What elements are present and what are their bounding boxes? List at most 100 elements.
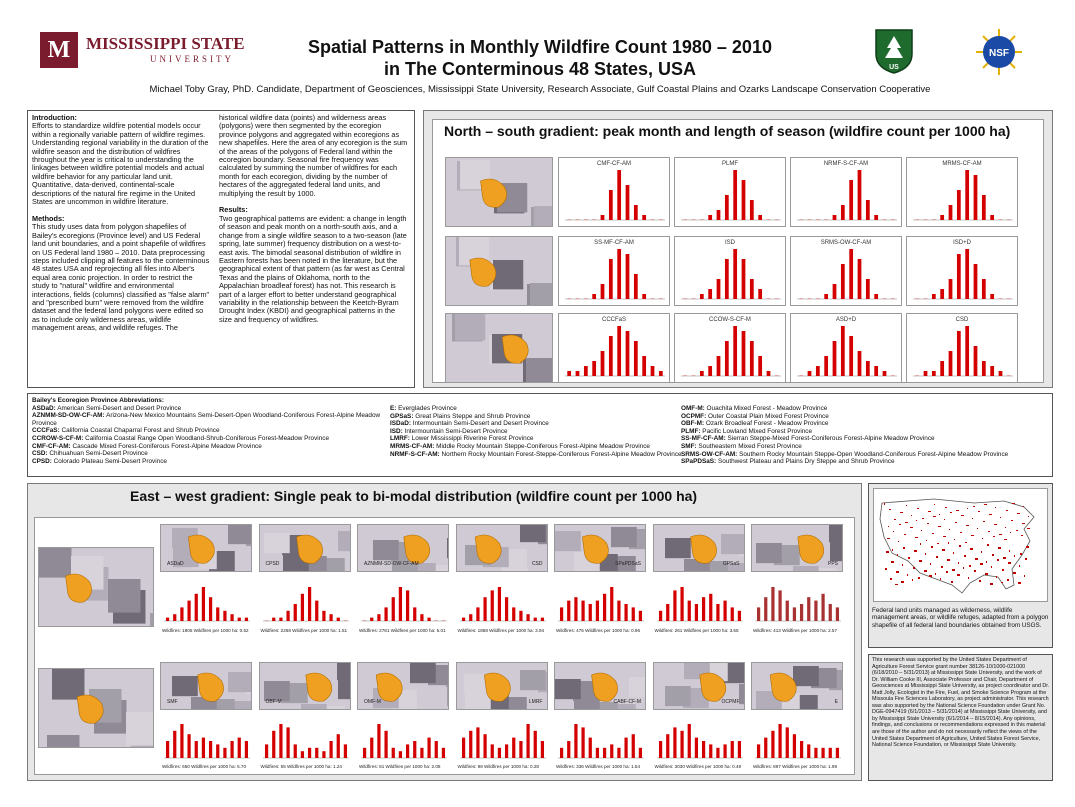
map-region [47,735,80,747]
nsf-text: NSF [989,48,1009,59]
bar-oct [821,593,825,621]
ew-map-omf-m: OMF-M [357,662,449,710]
federal-land-unit [952,569,955,571]
abbreviations-col1: Bailey's Ecoregion Province Abbreviation… [32,397,382,465]
bar-mar [180,607,184,621]
federal-land-unit [911,515,912,516]
bar-oct [874,366,879,376]
bar-sep [814,747,818,758]
federal-land-unit [933,516,936,517]
federal-land-unit [1000,517,1001,518]
bar-jan [559,607,564,621]
federal-land-unit [964,555,966,557]
federal-land-unit [900,512,903,513]
bar-aug [413,741,417,758]
bar-dec [658,371,663,376]
bar-aug [807,597,811,621]
federal-land-unit [940,578,941,580]
bar-may [948,205,953,220]
federal-land-unit [897,554,898,556]
bar-apr [581,600,585,621]
bar-mar [574,724,578,758]
bar-aug [314,747,318,758]
ew-chart-bars [558,587,644,622]
bar-aug [413,607,417,621]
bar-may [716,210,721,220]
ew-map-asdad: ASDaD [160,524,252,572]
ew-map-label: OBF-M [265,699,282,705]
bar-sep [420,614,424,621]
abbreviation-name: Sierran Steppe-Mixed Forest-Coniferous F… [725,435,935,443]
map-region [793,566,819,571]
bar-oct [990,294,995,299]
ew-map-svg [358,663,448,709]
bar-feb [173,614,177,621]
bar-sep [981,279,986,299]
map-region [519,670,546,691]
map-region [574,700,600,709]
bar-nov [650,366,655,376]
bar-mar [475,607,480,621]
ew-map-label: CABF-CF-M [613,699,642,705]
map-region [501,568,528,571]
ew-chart-cabf-cf-m [554,720,646,762]
map-region [108,579,141,613]
federal-land-unit [887,538,890,539]
ew-chart-bars [361,587,447,622]
federal-land-unit [905,522,908,523]
methods-body: This study uses data from polygon shapef… [32,222,210,333]
bar-jul [733,170,738,220]
bar-may [391,597,395,621]
bar-sep [633,274,638,299]
abbreviation-name: California Coastal Range Open Woodland-S… [83,434,330,442]
ew-map-svg [752,663,842,709]
federal-land-unit [939,514,940,515]
federal-land-unit [961,515,964,516]
bar-aug [625,331,630,376]
federal-land-unit [1007,579,1009,581]
ew-map-svg [161,663,251,709]
federal-land-unit [912,579,913,581]
bar-jul [849,249,854,299]
ew-chart-stat: Wildfires: 897 Wildfires per 1000 ha: 1.… [753,764,838,769]
methods-results-column: historical wildfire data (points) and wi… [219,113,409,324]
results-body: Two geographical patterns are evident: a… [219,213,407,324]
bar-may [948,279,953,299]
federal-land-unit [987,544,989,546]
overview-map-svg [39,669,153,747]
federal-land-unit [915,537,918,538]
federal-land-unit [971,535,974,536]
abbreviation-code: SMF: [681,442,697,450]
federal-land-unit [937,543,939,544]
bar-aug [741,259,746,299]
ew-chart-csd [455,583,548,625]
bar-feb [665,734,669,758]
ecoregion-highlight [582,534,609,564]
bar-feb [665,604,669,621]
federal-land-unit [903,547,905,549]
ns-chart-cmf-cf-am: CMF-CF-AM [558,157,670,227]
federal-land-unit [980,563,983,565]
federal-land-unit [953,552,954,554]
federal-land-unit [894,519,896,520]
ew-chart-bars [656,724,743,759]
federal-land-unit [982,538,983,539]
bar-may [785,727,789,758]
msu-logo-mark: M [40,32,78,68]
chart-label: ISD+D [953,240,971,246]
ns-chart-isd+d: ISD+D [906,236,1018,306]
map-region [555,531,581,552]
chart-label: CMF-CF-AM [597,161,631,167]
abbreviation-entry: SMF: Southeastern Mixed Forest Province [681,443,1046,451]
abbreviation-code: CMF-CF-AM: [32,442,71,450]
federal-land-unit [1008,562,1011,564]
ew-chart-lmrf [455,720,548,762]
bar-aug [314,600,318,621]
bar-sep [223,747,227,758]
bar-jul [602,747,607,758]
ns-chart-bars [913,249,1013,300]
federal-land-unit [929,575,932,577]
bar-apr [679,730,684,758]
acknowledgment-panel [868,654,1053,781]
bar-jul [799,604,804,621]
